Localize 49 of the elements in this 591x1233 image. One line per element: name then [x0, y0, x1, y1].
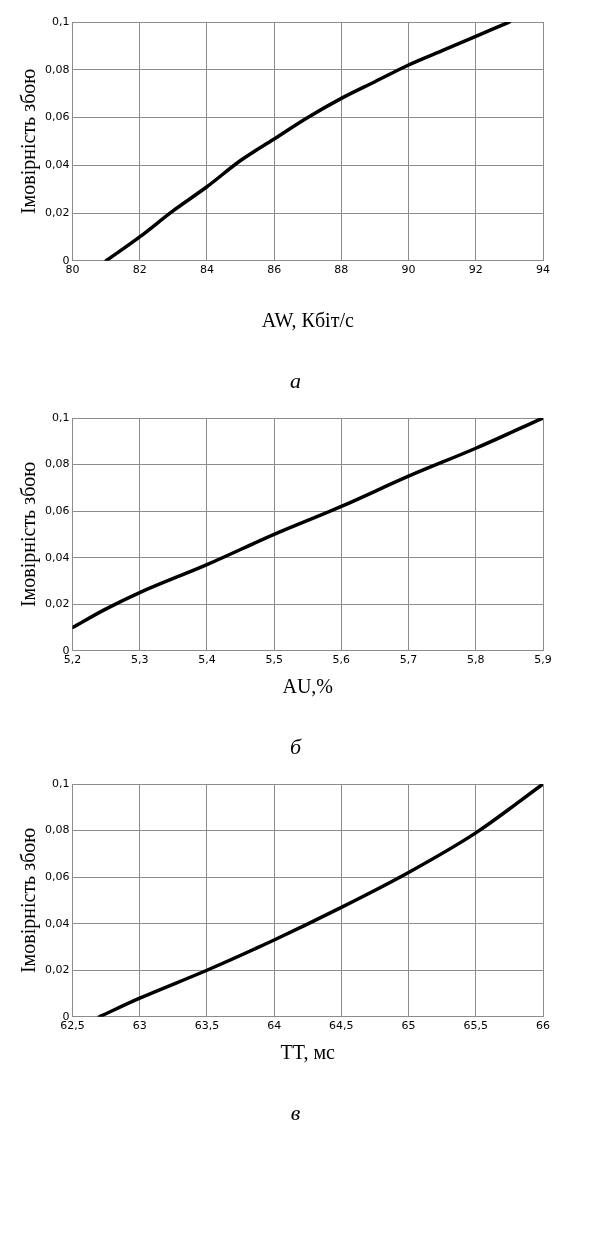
- x-tick-label: 64,5: [329, 1019, 354, 1033]
- y-tick-label: 0,1: [51, 776, 70, 790]
- y-tick-label: 0,08: [44, 823, 70, 837]
- y-tick-label: 0,04: [44, 550, 70, 564]
- x-tick-label: 5,6: [332, 653, 351, 667]
- x-tick-label: 84: [199, 263, 214, 277]
- x-tick-label: 86: [267, 263, 282, 277]
- x-tick-label: 63,5: [194, 1019, 220, 1033]
- text: а: [289, 368, 302, 394]
- y-tick-label: 0,08: [44, 457, 70, 471]
- x-tick-label: 5,8: [467, 653, 485, 667]
- x-tick-label: 94: [536, 263, 550, 277]
- y-axis-title: Імовірність збою: [17, 461, 41, 608]
- x-tick-label: 5,4: [198, 653, 216, 667]
- x-tick-label: 5,5: [265, 653, 283, 667]
- x-tick-label: 64: [267, 1019, 282, 1033]
- x-tick-label: 5,2: [63, 653, 82, 667]
- y-tick-label: 0,02: [44, 597, 70, 611]
- text: б: [288, 734, 303, 760]
- y-tick-label: 0,1: [51, 14, 70, 28]
- x-tick-label: 82: [132, 263, 147, 277]
- x-tick-label: 92: [468, 263, 483, 277]
- x-tick-label: 66: [536, 1019, 550, 1033]
- x-tick-label: 90: [401, 263, 416, 277]
- y-axis-title: Імовірність збою: [17, 827, 41, 974]
- y-tick-label: 0,04: [44, 916, 70, 930]
- y-tick-label: 0,02: [44, 963, 70, 977]
- x-tick-label: 63: [132, 1019, 147, 1033]
- x-axis-title: AW, Кбіт/с: [261, 309, 354, 332]
- x-tick-label: 80: [65, 263, 80, 277]
- x-tick-label: 65: [401, 1019, 416, 1033]
- text: в: [289, 1100, 302, 1126]
- x-tick-label: 88: [334, 263, 349, 277]
- y-tick-label: 0,06: [44, 503, 70, 517]
- x-axis-title: AU,%: [282, 675, 334, 698]
- line-series: [104, 22, 512, 261]
- y-tick-label: 0,02: [44, 205, 70, 219]
- x-tick-label: 65,5: [463, 1019, 489, 1033]
- y-tick-label: 0,06: [44, 869, 70, 883]
- y-tick-label: 0,1: [51, 410, 70, 424]
- x-tick-label: 62,5: [60, 1019, 85, 1033]
- x-axis-title: TT, мс: [280, 1041, 336, 1064]
- x-tick-label: 5,3: [130, 653, 149, 667]
- y-tick-label: 0,04: [44, 158, 70, 172]
- x-tick-label: 5,9: [534, 653, 552, 667]
- y-tick-label: 0,08: [44, 62, 70, 76]
- x-tick-label: 5,7: [399, 653, 418, 667]
- y-tick-label: 0,06: [44, 110, 70, 124]
- y-axis-title: Імовірність збою: [17, 68, 41, 215]
